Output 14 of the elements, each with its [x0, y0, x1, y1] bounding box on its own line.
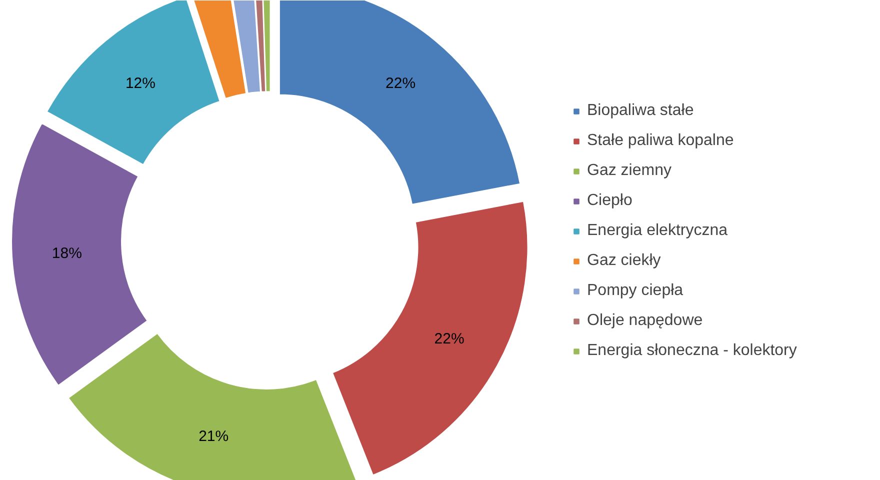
data-label: 22%: [434, 330, 464, 348]
legend-label: Pompy ciepła: [587, 282, 684, 300]
legend-label: Energia słoneczna - kolektory: [587, 342, 797, 360]
legend-label: Oleje napędowe: [587, 312, 703, 330]
data-label: 22%: [386, 74, 416, 92]
legend-label: Stałe paliwa kopalne: [587, 132, 734, 150]
legend-label: Gaz ciekły: [587, 252, 661, 270]
data-label: 12%: [125, 74, 156, 92]
data-label: 18%: [52, 244, 82, 262]
legend-label: Energia elektryczna: [587, 222, 728, 240]
legend-label: Gaz ziemny: [587, 162, 672, 180]
legend-label: Biopaliwa stałe: [587, 102, 694, 120]
legend-label: Ciepło: [587, 192, 632, 210]
data-label: 21%: [198, 428, 229, 445]
